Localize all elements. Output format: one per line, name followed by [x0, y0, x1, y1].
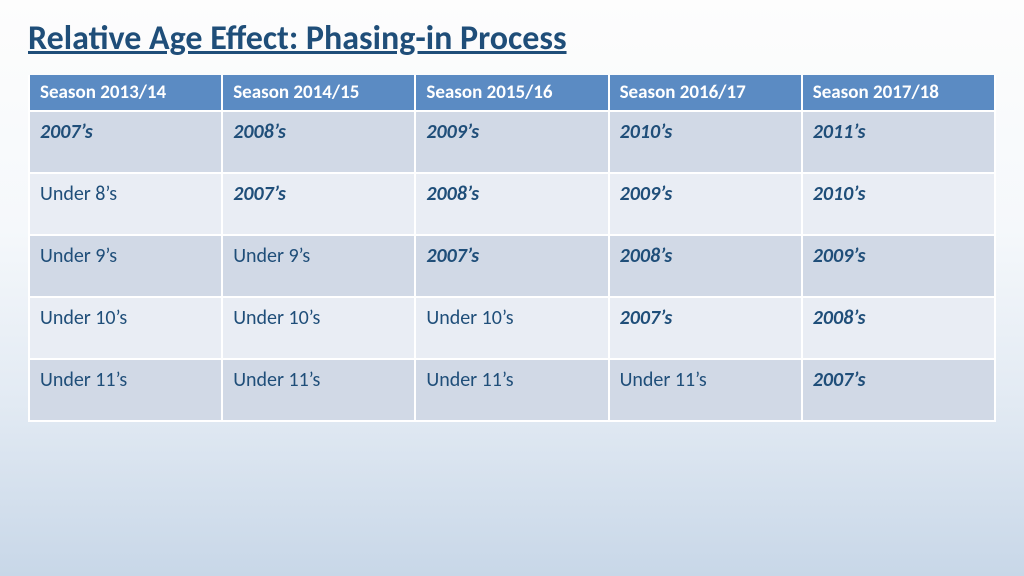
page-title: Relative Age Effect: Phasing-in Process [28, 18, 996, 59]
table-cell: Under 9’s [222, 235, 415, 297]
table-cell: 2010’s [802, 173, 995, 235]
table-cell: 2008’s [222, 111, 415, 173]
table-body: 2007’s2008’s2009’s2010’s2011’sUnder 8’s2… [29, 111, 995, 421]
table-cell: 2007’s [802, 359, 995, 421]
col-header: Season 2015/16 [415, 75, 608, 111]
phasing-table: Season 2013/14 Season 2014/15 Season 201… [28, 75, 996, 422]
table-cell: Under 10’s [222, 297, 415, 359]
table-cell: 2009’s [609, 173, 802, 235]
table-row: Under 8’s2007’s2008’s2009’s2010’s [29, 173, 995, 235]
table-cell: Under 11’s [222, 359, 415, 421]
col-header: Season 2017/18 [802, 75, 995, 111]
table-cell: 2008’s [802, 297, 995, 359]
table-cell: 2009’s [415, 111, 608, 173]
table-cell: 2008’s [415, 173, 608, 235]
table-cell: Under 9’s [29, 235, 222, 297]
table-cell: 2011’s [802, 111, 995, 173]
table-cell: 2007’s [29, 111, 222, 173]
table-cell: 2008’s [609, 235, 802, 297]
table-cell: Under 10’s [29, 297, 222, 359]
col-header: Season 2016/17 [609, 75, 802, 111]
table-row: Under 9’sUnder 9’s2007’s2008’s2009’s [29, 235, 995, 297]
table-cell: Under 10’s [415, 297, 608, 359]
table-cell: 2007’s [609, 297, 802, 359]
table-cell: Under 11’s [415, 359, 608, 421]
table-cell: 2009’s [802, 235, 995, 297]
table-cell: Under 8’s [29, 173, 222, 235]
table-cell: Under 11’s [609, 359, 802, 421]
table-row: 2007’s2008’s2009’s2010’s2011’s [29, 111, 995, 173]
col-header: Season 2013/14 [29, 75, 222, 111]
table-row: Under 11’sUnder 11’sUnder 11’sUnder 11’s… [29, 359, 995, 421]
table-cell: 2007’s [222, 173, 415, 235]
table-row: Under 10’sUnder 10’sUnder 10’s2007’s2008… [29, 297, 995, 359]
table-cell: 2007’s [415, 235, 608, 297]
table-cell: Under 11’s [29, 359, 222, 421]
table-header-row: Season 2013/14 Season 2014/15 Season 201… [29, 75, 995, 111]
table-cell: 2010’s [609, 111, 802, 173]
col-header: Season 2014/15 [222, 75, 415, 111]
